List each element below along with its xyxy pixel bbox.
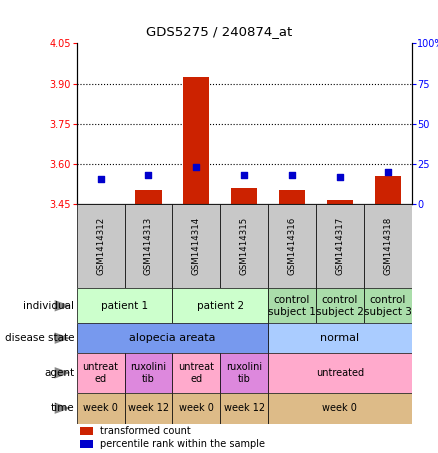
Bar	[80, 440, 93, 448]
Bar	[279, 189, 305, 204]
Text: GDS5275 / 240874_at: GDS5275 / 240874_at	[146, 25, 292, 38]
Point	[289, 172, 296, 179]
Text: week 0: week 0	[83, 403, 118, 413]
Bar	[183, 77, 209, 204]
Text: week 12: week 12	[224, 403, 265, 413]
Text: untreated: untreated	[316, 368, 364, 378]
Point	[97, 175, 104, 182]
Polygon shape	[55, 333, 71, 344]
Bar	[124, 393, 173, 424]
Text: GSM1414313: GSM1414313	[144, 217, 153, 275]
Bar	[80, 427, 93, 435]
Text: untreat
ed: untreat ed	[83, 362, 119, 384]
Bar	[77, 204, 124, 288]
Bar	[173, 204, 220, 288]
Bar	[268, 204, 316, 288]
Text: agent: agent	[44, 368, 74, 378]
Text: control
subject 1: control subject 1	[268, 295, 316, 317]
Text: normal: normal	[320, 333, 360, 343]
Polygon shape	[55, 300, 71, 312]
Bar	[173, 353, 220, 393]
Bar	[124, 353, 173, 393]
Text: percentile rank within the sample: percentile rank within the sample	[100, 439, 265, 449]
Bar	[77, 353, 124, 393]
Bar	[268, 288, 316, 323]
Bar	[364, 288, 412, 323]
Text: GSM1414315: GSM1414315	[240, 217, 249, 275]
Text: ruxolini
tib: ruxolini tib	[131, 362, 166, 384]
Bar	[173, 393, 220, 424]
Text: control
subject 2: control subject 2	[316, 295, 364, 317]
Text: ruxolini
tib: ruxolini tib	[226, 362, 262, 384]
Polygon shape	[55, 402, 71, 414]
Bar	[77, 393, 124, 424]
Bar	[77, 288, 173, 323]
Text: GSM1414318: GSM1414318	[383, 217, 392, 275]
Bar	[231, 188, 258, 204]
Bar	[220, 353, 268, 393]
Bar	[135, 189, 162, 204]
Point	[193, 164, 200, 171]
Text: GSM1414316: GSM1414316	[288, 217, 297, 275]
Text: week 0: week 0	[322, 403, 357, 413]
Text: time: time	[51, 403, 74, 413]
Point	[384, 169, 391, 176]
Bar	[364, 204, 412, 288]
Text: GSM1414312: GSM1414312	[96, 217, 105, 275]
Text: untreat
ed: untreat ed	[178, 362, 214, 384]
Bar	[316, 204, 364, 288]
Bar	[268, 393, 412, 424]
Text: patient 1: patient 1	[101, 301, 148, 311]
Text: patient 2: patient 2	[197, 301, 244, 311]
Bar	[220, 393, 268, 424]
Text: GSM1414317: GSM1414317	[336, 217, 344, 275]
Bar	[268, 353, 412, 393]
Text: transformed count: transformed count	[100, 426, 191, 436]
Bar	[220, 204, 268, 288]
Bar	[124, 204, 173, 288]
Text: week 0: week 0	[179, 403, 214, 413]
Polygon shape	[55, 367, 71, 379]
Point	[145, 172, 152, 179]
Point	[336, 173, 343, 181]
Text: GSM1414314: GSM1414314	[192, 217, 201, 275]
Bar	[268, 323, 412, 353]
Bar	[374, 176, 401, 204]
Point	[240, 172, 247, 179]
Bar	[173, 288, 268, 323]
Bar	[77, 323, 268, 353]
Text: individual: individual	[24, 301, 74, 311]
Text: control
subject 3: control subject 3	[364, 295, 412, 317]
Text: week 12: week 12	[128, 403, 169, 413]
Text: disease state: disease state	[5, 333, 74, 343]
Bar	[316, 288, 364, 323]
Bar	[327, 200, 353, 204]
Text: alopecia areata: alopecia areata	[129, 333, 215, 343]
